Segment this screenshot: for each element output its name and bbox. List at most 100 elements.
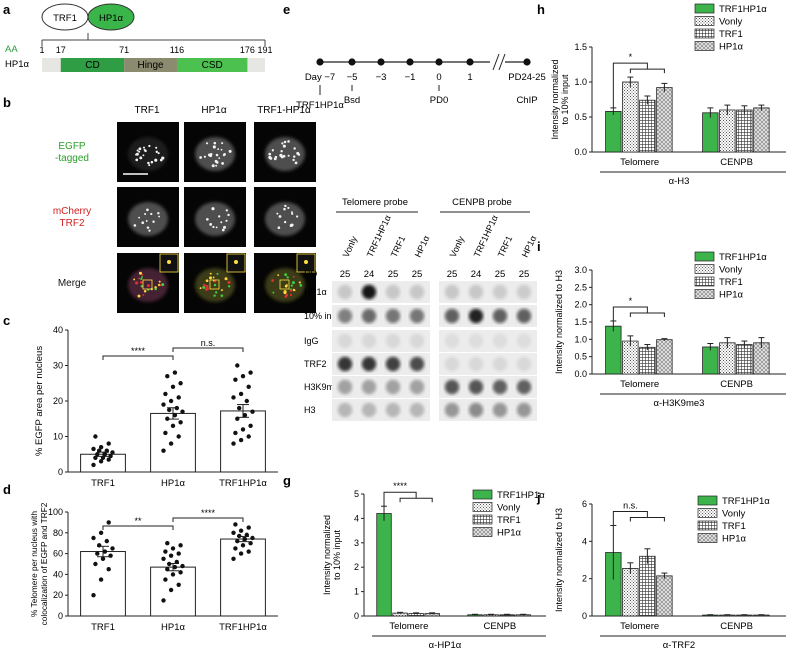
- foci: [287, 206, 290, 210]
- event-label: ChIP: [516, 95, 537, 106]
- bar: [622, 81, 639, 153]
- data-point: [240, 427, 246, 432]
- dot-blot: Telomere probe CENPB probeVonly25TRF1HP1α…: [304, 197, 538, 421]
- foci: [227, 280, 231, 284]
- hp1-oval: [87, 3, 135, 31]
- foci: [212, 145, 216, 149]
- zoom-box: [279, 279, 290, 290]
- blot-dot: [516, 308, 532, 324]
- x-tick-label: TRF1: [91, 622, 115, 633]
- foci: [228, 149, 232, 153]
- group-label: Telomere: [389, 621, 428, 632]
- data-point: [110, 450, 115, 455]
- data-point: [163, 549, 168, 554]
- aa-position: 191: [257, 45, 272, 55]
- foci: [155, 288, 157, 291]
- legend-label: TRF1HP1α: [497, 490, 545, 501]
- row-label: EGFP: [58, 141, 86, 152]
- significance-bracket: [612, 62, 648, 108]
- nucleus: [265, 268, 305, 302]
- data-point: [91, 593, 96, 598]
- aa-position: 116: [170, 45, 184, 55]
- blot-strip: [439, 281, 537, 303]
- blot-dot: [385, 308, 401, 324]
- data-point: [238, 551, 244, 556]
- legend-label: Vonly: [722, 509, 745, 520]
- y-tick-label: 2.5: [574, 282, 587, 292]
- y-tick-label: 0: [354, 611, 359, 621]
- foci: [150, 212, 153, 216]
- legend-swatch: [694, 276, 715, 287]
- foci: [285, 293, 289, 297]
- y-tick-label: 0: [582, 611, 587, 621]
- blot-dot: [337, 308, 353, 324]
- y-axis-label: % Telomere per nucleus withcolocalizatio…: [29, 502, 49, 625]
- blot-dot: [516, 379, 532, 395]
- bar: [80, 551, 126, 617]
- timeline-point-label: Day −7: [305, 72, 335, 83]
- x-axis-label: α-H3K9me3: [654, 398, 705, 409]
- zoom-box: [209, 279, 220, 290]
- timeline-point: [316, 58, 324, 66]
- axis-break: [492, 53, 506, 71]
- foci: [135, 158, 139, 162]
- foci: [225, 219, 228, 222]
- foci: [150, 160, 154, 164]
- chart-g: 0 1 2 3 4 5 Intensity normalizedto 10% input Te…: [322, 481, 546, 651]
- blot-dot: [361, 402, 377, 418]
- blot-dot: [337, 284, 353, 300]
- group-label: CENPB: [720, 157, 753, 168]
- foci: [291, 211, 293, 214]
- significance-bracket: [383, 491, 417, 507]
- y-tick-label: 1.5: [574, 317, 587, 327]
- foci: [284, 273, 288, 277]
- foci: [286, 276, 289, 279]
- aa-position: 17: [56, 45, 66, 55]
- foci: [146, 226, 150, 229]
- panel-label-e: e: [283, 2, 290, 17]
- timeline-point-label: −1: [405, 72, 416, 83]
- blot-dot: [361, 308, 377, 324]
- bar: [220, 410, 266, 473]
- blot-row-label: TRF2: [304, 359, 327, 369]
- foci: [136, 149, 139, 152]
- data-point: [163, 430, 168, 436]
- blot-dot: [468, 308, 484, 324]
- foci: [133, 278, 136, 281]
- blot-dot: [385, 284, 401, 300]
- significance-bracket: [102, 355, 174, 360]
- foci: [141, 275, 144, 278]
- foci: [161, 283, 165, 287]
- foci: [135, 281, 139, 285]
- foci: [298, 281, 301, 284]
- domain-hinge: [124, 58, 177, 72]
- foci: [225, 209, 228, 212]
- foci: [209, 276, 212, 280]
- panel-label-h: h: [537, 2, 545, 17]
- event-label: Bsd: [344, 95, 360, 106]
- foci: [146, 284, 150, 288]
- foci: [278, 215, 282, 218]
- data-point: [178, 420, 183, 425]
- lane-label: TRF1: [496, 234, 515, 259]
- blot-dot: [409, 308, 425, 324]
- data-point: [174, 559, 179, 565]
- foci: [299, 283, 303, 287]
- foci: [283, 291, 287, 295]
- data-point: [172, 564, 178, 570]
- foci: [290, 284, 293, 287]
- chart-h: 0.0 0.5 1.0 1.5 Intensity normalizedto 10% i…: [550, 3, 786, 187]
- foci: [155, 150, 158, 154]
- event-label: TRF1HP1α: [296, 100, 344, 111]
- y-tick-label: 100: [48, 507, 63, 517]
- data-point: [93, 561, 98, 567]
- legend-swatch: [694, 28, 715, 39]
- data-point: [178, 381, 183, 386]
- significance-label: n.s.: [201, 338, 216, 348]
- data-point: [240, 543, 246, 548]
- y-axis-label: Intensity normalized to H3: [554, 270, 564, 374]
- blot-dot: [468, 356, 484, 372]
- pd-value: 24: [471, 269, 482, 280]
- data-point: [161, 402, 166, 407]
